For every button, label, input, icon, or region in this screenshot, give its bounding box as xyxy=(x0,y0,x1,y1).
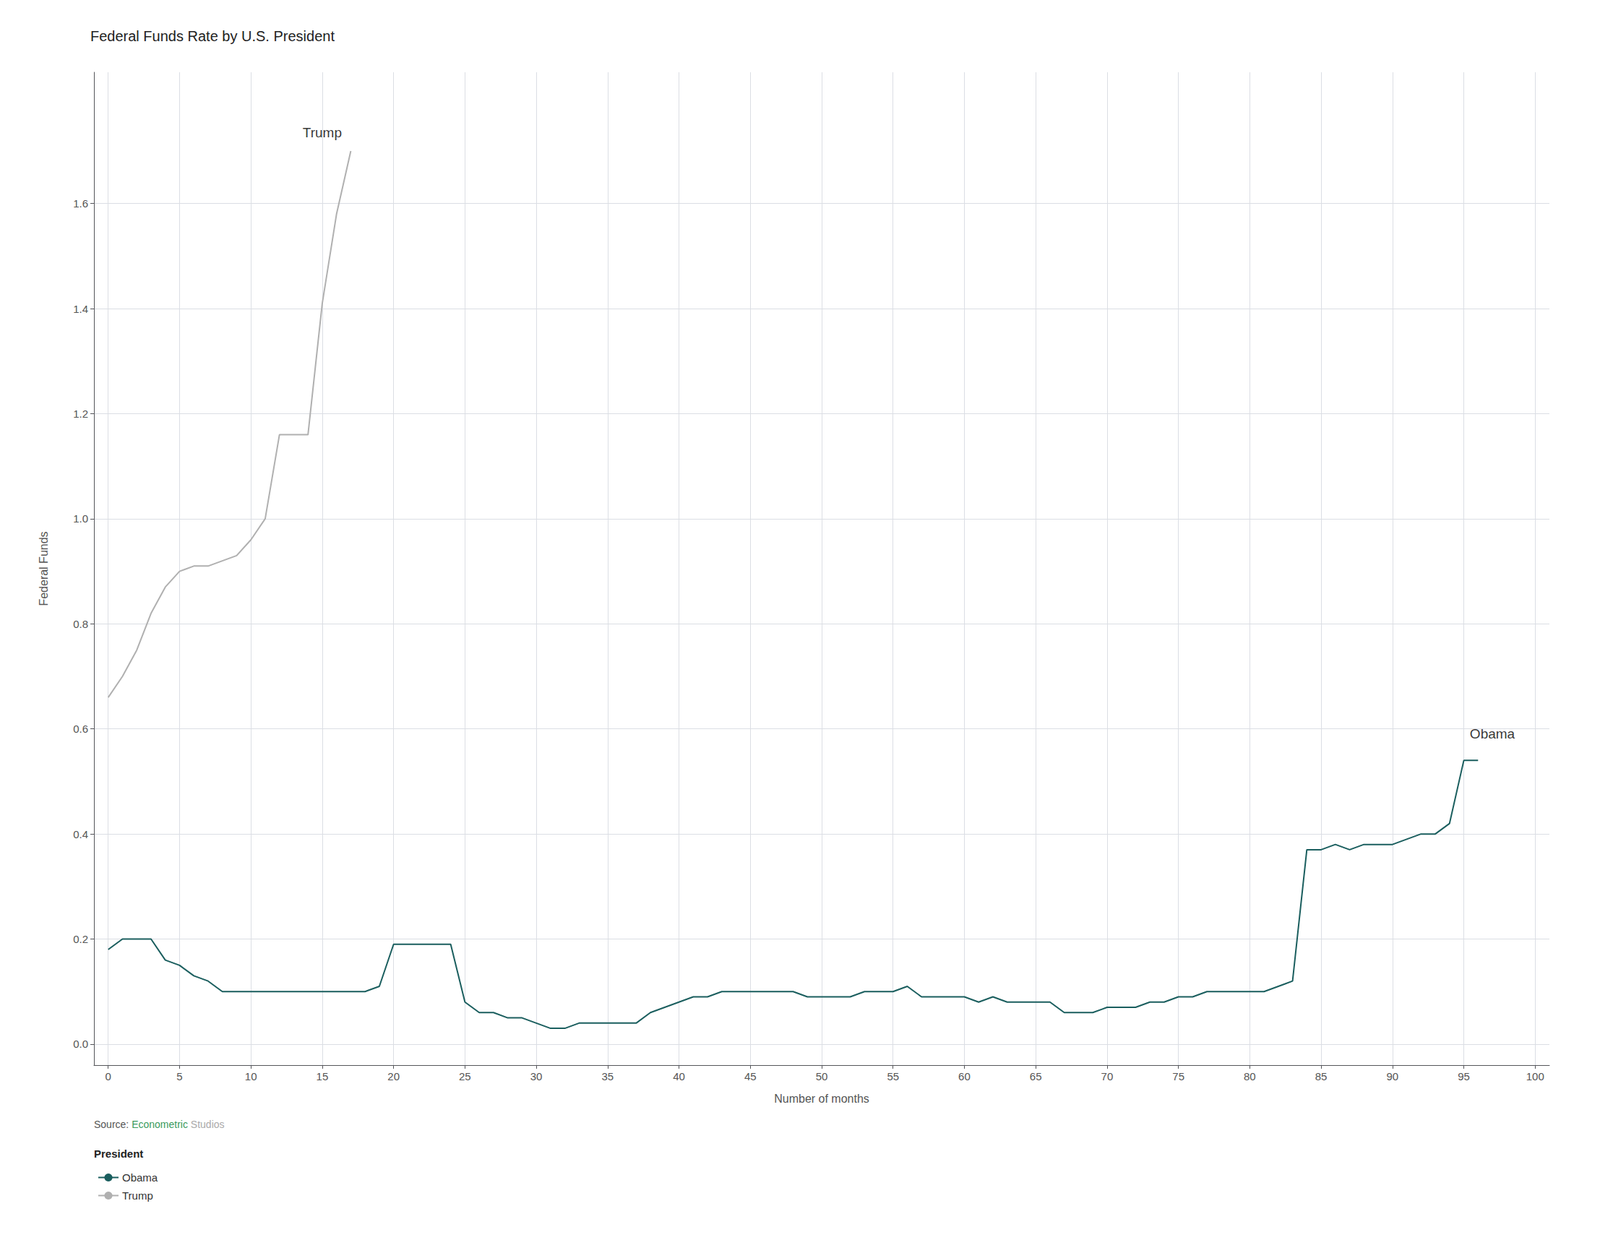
svg-text:Obama: Obama xyxy=(1469,726,1516,742)
svg-text:Federal Funds: Federal Funds xyxy=(37,531,50,606)
svg-text:70: 70 xyxy=(1101,1070,1114,1083)
svg-text:15: 15 xyxy=(316,1070,329,1083)
svg-text:1.4: 1.4 xyxy=(72,302,89,316)
svg-text:85: 85 xyxy=(1315,1070,1328,1083)
svg-text:55: 55 xyxy=(886,1070,900,1083)
svg-text:Studios: Studios xyxy=(187,1118,225,1131)
svg-text:0.6: 0.6 xyxy=(72,722,89,735)
svg-text:40: 40 xyxy=(672,1070,686,1083)
svg-text:95: 95 xyxy=(1457,1070,1470,1083)
svg-text:0.2: 0.2 xyxy=(72,932,89,946)
svg-text:25: 25 xyxy=(458,1070,472,1083)
svg-text:Obama: Obama xyxy=(122,1171,159,1184)
svg-text:Number of months: Number of months xyxy=(773,1092,870,1105)
svg-text:Trump: Trump xyxy=(302,125,342,141)
svg-text:Econometric: Econometric xyxy=(131,1118,188,1131)
svg-text:20: 20 xyxy=(387,1070,400,1083)
svg-text:50: 50 xyxy=(815,1070,829,1083)
svg-text:Source:: Source: xyxy=(93,1118,132,1131)
svg-text:Federal Funds Rate by U.S. Pre: Federal Funds Rate by U.S. President xyxy=(90,28,335,45)
svg-text:0: 0 xyxy=(105,1070,112,1083)
svg-text:1.0: 1.0 xyxy=(72,512,89,525)
svg-text:0.0: 0.0 xyxy=(72,1037,89,1051)
svg-text:5: 5 xyxy=(176,1070,183,1083)
svg-text:President: President xyxy=(93,1147,144,1160)
svg-text:1.6: 1.6 xyxy=(72,197,89,210)
svg-text:0.4: 0.4 xyxy=(72,828,89,841)
svg-text:30: 30 xyxy=(530,1070,543,1083)
svg-text:65: 65 xyxy=(1029,1070,1043,1083)
svg-text:0.8: 0.8 xyxy=(72,617,89,631)
svg-text:10: 10 xyxy=(244,1070,258,1083)
svg-text:45: 45 xyxy=(744,1070,757,1083)
svg-text:Trump: Trump xyxy=(122,1189,154,1202)
svg-text:90: 90 xyxy=(1386,1070,1399,1083)
svg-text:100: 100 xyxy=(1526,1070,1545,1083)
svg-text:1.2: 1.2 xyxy=(72,407,89,420)
svg-text:35: 35 xyxy=(601,1070,614,1083)
svg-text:60: 60 xyxy=(958,1070,971,1083)
svg-text:80: 80 xyxy=(1243,1070,1257,1083)
svg-text:75: 75 xyxy=(1172,1070,1185,1083)
